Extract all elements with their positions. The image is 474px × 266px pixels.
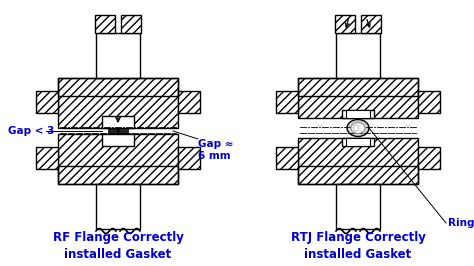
Bar bbox=[298, 166, 418, 184]
Bar bbox=[178, 147, 200, 169]
Bar bbox=[361, 15, 381, 33]
Text: RF Flange Correctly
installed Gasket: RF Flange Correctly installed Gasket bbox=[53, 231, 183, 261]
Bar bbox=[102, 116, 134, 128]
Text: Ring Gasket: Ring Gasket bbox=[448, 218, 474, 228]
Bar bbox=[346, 110, 370, 118]
Bar bbox=[96, 184, 140, 229]
Bar bbox=[178, 91, 200, 113]
Bar bbox=[58, 78, 178, 128]
Bar bbox=[418, 147, 440, 169]
Bar bbox=[102, 134, 134, 146]
Bar bbox=[342, 110, 374, 118]
Bar bbox=[276, 147, 298, 169]
Text: Gap < 3: Gap < 3 bbox=[8, 126, 55, 136]
Bar bbox=[336, 184, 380, 229]
Bar bbox=[298, 78, 418, 96]
Bar bbox=[342, 138, 374, 146]
Bar bbox=[58, 134, 178, 184]
Bar bbox=[96, 33, 140, 78]
Bar bbox=[335, 15, 355, 33]
Bar bbox=[418, 91, 440, 113]
Bar bbox=[58, 166, 178, 184]
Bar bbox=[58, 78, 178, 96]
Bar bbox=[36, 147, 58, 169]
Bar bbox=[276, 91, 298, 113]
Ellipse shape bbox=[347, 119, 369, 136]
Bar bbox=[108, 128, 128, 134]
Text: Gap ≈
6 mm: Gap ≈ 6 mm bbox=[198, 139, 234, 161]
Bar bbox=[298, 78, 418, 118]
Bar bbox=[336, 33, 380, 78]
Bar bbox=[95, 15, 115, 33]
Ellipse shape bbox=[351, 123, 365, 134]
Bar bbox=[36, 91, 58, 113]
Bar bbox=[346, 138, 370, 146]
Ellipse shape bbox=[354, 125, 358, 131]
Bar bbox=[121, 15, 141, 33]
Text: RTJ Flange Correctly
installed Gasket: RTJ Flange Correctly installed Gasket bbox=[291, 231, 426, 261]
Bar bbox=[298, 138, 418, 184]
